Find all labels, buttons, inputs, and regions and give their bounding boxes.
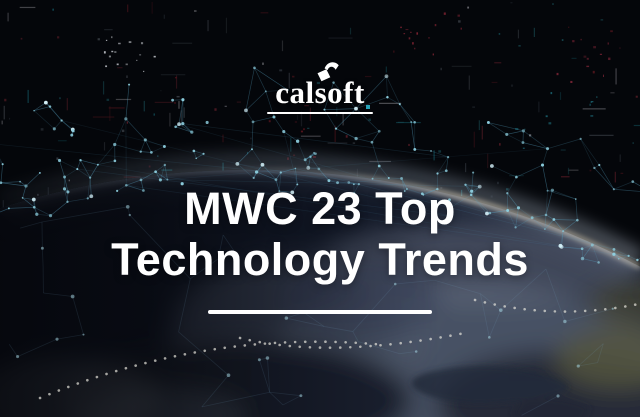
title-underline — [208, 310, 432, 314]
page-title: MWC 23 Top Technology Trends — [0, 183, 640, 285]
calsoft-cube-icon — [317, 62, 339, 82]
brand-name: calsoft — [275, 75, 365, 110]
title-line-2: Technology Trends — [111, 234, 529, 285]
brand-logo: calsoft — [0, 60, 640, 114]
title-line-1: MWC 23 Top — [184, 183, 456, 234]
brand-underline — [267, 111, 373, 114]
